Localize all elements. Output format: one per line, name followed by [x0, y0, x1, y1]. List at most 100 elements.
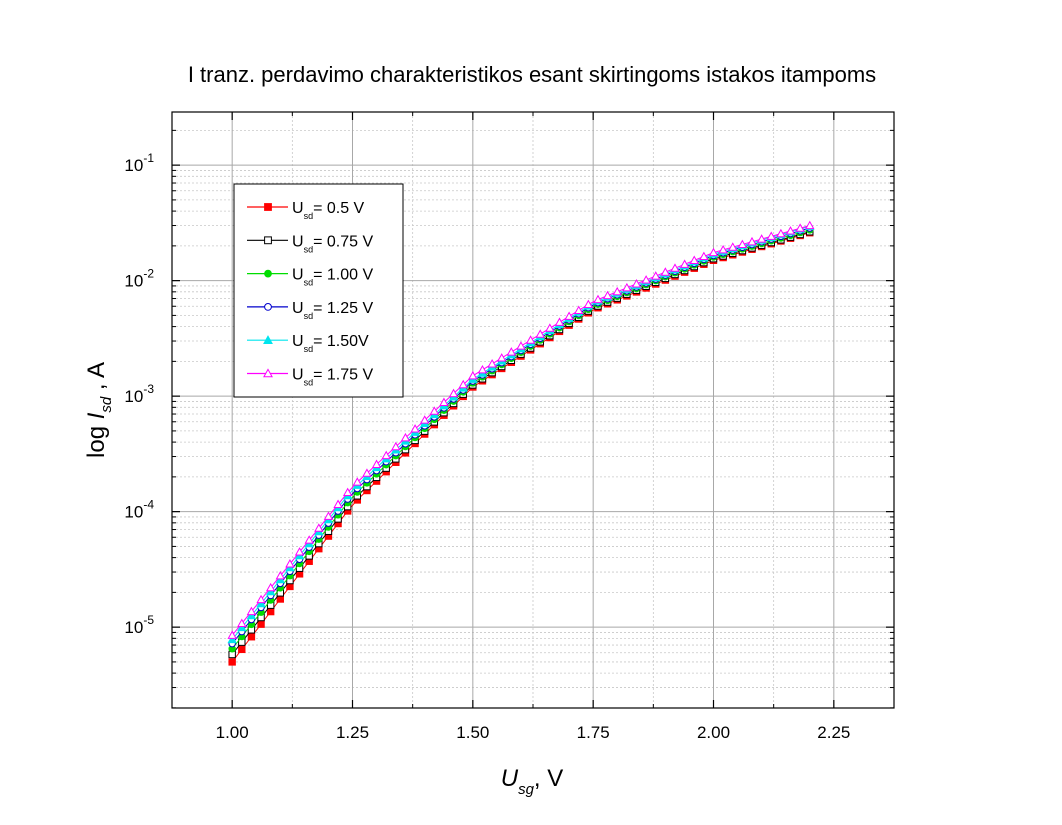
- data-point: [448, 388, 459, 398]
- x-tick-label: 1.50: [456, 723, 489, 742]
- data-point: [468, 370, 478, 380]
- data-point: [805, 220, 815, 230]
- data-point: [420, 415, 430, 424]
- x-tick-labels: 1.00 1.25 1.50 1.75 2.00 2.25: [216, 723, 851, 742]
- legend-item: Usd= 1.00 V: [247, 267, 373, 288]
- data-point: [276, 595, 285, 603]
- legend-item: Usd= 1.25 V: [247, 300, 373, 321]
- data-point: [689, 255, 699, 264]
- data-point: [756, 234, 767, 243]
- data-point: [228, 658, 236, 666]
- data-point: [304, 535, 314, 544]
- data-point: [728, 242, 738, 251]
- data-point: [497, 353, 507, 362]
- legend-marker: [263, 368, 273, 378]
- data-point: [247, 633, 256, 641]
- data-point: [506, 347, 517, 356]
- data-point: [545, 323, 555, 332]
- legend-item: Usd= 1.75 V: [247, 367, 373, 388]
- data-point: [371, 459, 382, 468]
- data-point: [776, 228, 786, 238]
- data-point: [352, 477, 363, 486]
- legend-marker: [264, 303, 272, 311]
- legend-label: Usd= 1.50V: [292, 333, 369, 354]
- data-point: [564, 311, 574, 320]
- legend-label: Usd= 1.25 V: [292, 300, 373, 321]
- x-tick-label: 1.00: [216, 723, 249, 742]
- x-tick-label: 1.75: [577, 723, 610, 742]
- data-point: [275, 570, 285, 580]
- data-point: [238, 645, 246, 654]
- data-point: [285, 559, 295, 568]
- y-axis-title: log Isd , A: [83, 362, 115, 458]
- legend-item: Usd= 0.75 V: [247, 233, 373, 254]
- series-6: [227, 220, 815, 639]
- data-point: [256, 594, 266, 604]
- data-point: [785, 226, 796, 235]
- data-point: [660, 267, 671, 276]
- data-point: [362, 468, 372, 477]
- data-point: [699, 251, 709, 261]
- data-point: [574, 305, 584, 314]
- legend-item: Usd= 0.5 V: [247, 200, 365, 221]
- x-tick-label: 2.25: [817, 723, 850, 742]
- x-axis-title: Usg, V: [501, 765, 564, 798]
- legend-item: Usd= 1.50V: [247, 333, 369, 354]
- data-point: [237, 622, 247, 632]
- data-point: [477, 364, 488, 374]
- data-point: [227, 634, 237, 644]
- data-point: [342, 487, 353, 497]
- grid-minor: [171, 112, 895, 709]
- data-point: [622, 282, 632, 292]
- data-point: [266, 607, 275, 616]
- data-point: [429, 406, 440, 415]
- data-point: [227, 630, 237, 639]
- data-point: [612, 286, 622, 296]
- series-layer: [227, 220, 815, 666]
- data-point: [237, 618, 247, 627]
- data-point: [323, 511, 334, 520]
- data-point: [602, 290, 613, 300]
- legend: Usd= 0.5 V Usd= 0.75 V Usd= 1.00 V Usd= 1.2…: [233, 183, 404, 398]
- y-tick-labels: 10-5 10-4 10-3 10-2 10-1: [124, 151, 154, 637]
- data-point: [679, 259, 690, 268]
- data-point: [265, 582, 276, 592]
- data-point: [391, 441, 401, 451]
- x-tick-label: 1.25: [336, 723, 369, 742]
- legend-marker: [264, 203, 272, 211]
- legend-box: [233, 183, 404, 398]
- data-point: [400, 432, 411, 442]
- legend-marker: [264, 236, 272, 245]
- data-point: [525, 335, 536, 344]
- legend-marker: [264, 269, 272, 278]
- data-point: [747, 236, 757, 246]
- data-point: [651, 271, 661, 280]
- data-point: [554, 317, 565, 326]
- y-tick-label: 10-1: [124, 151, 154, 175]
- legend-label: Usd= 1.00 V: [292, 267, 373, 288]
- data-point: [631, 279, 642, 288]
- data-point: [381, 450, 391, 460]
- data-point: [294, 547, 305, 556]
- data-point: [487, 359, 497, 368]
- y-tick-label: 10-5: [124, 613, 154, 637]
- data-point: [257, 620, 265, 628]
- legend-label: Usd= 1.75 V: [292, 367, 373, 388]
- y-tick-label: 10-3: [124, 382, 154, 406]
- data-point: [246, 606, 257, 616]
- data-point: [458, 379, 468, 389]
- data-point: [583, 299, 594, 309]
- data-point: [314, 523, 324, 532]
- data-point: [516, 341, 526, 350]
- data-point: [718, 244, 728, 254]
- data-point: [795, 223, 805, 232]
- data-point: [708, 247, 719, 257]
- y-tick-label: 10-2: [124, 267, 154, 291]
- data-point: [256, 598, 266, 608]
- legend-marker: [263, 335, 273, 344]
- y-tick-label: 10-4: [124, 498, 154, 522]
- data-point: [593, 294, 603, 304]
- data-point: [333, 499, 343, 508]
